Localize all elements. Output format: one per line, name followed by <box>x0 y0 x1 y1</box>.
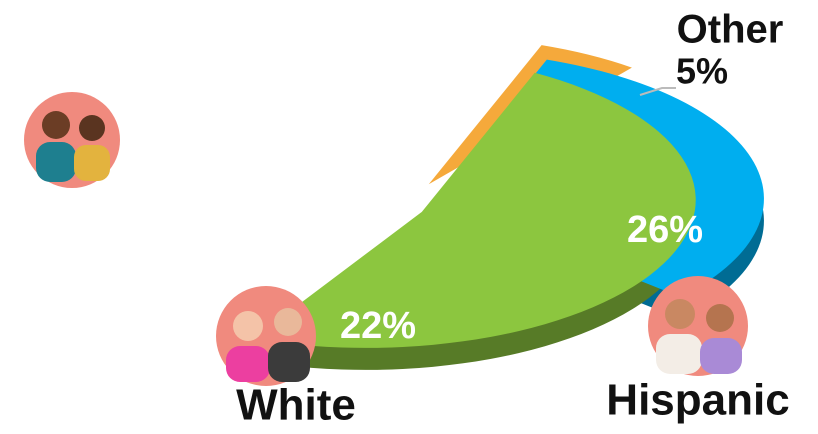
leader-line <box>639 87 676 96</box>
icon-black <box>24 92 120 188</box>
pie <box>252 45 764 370</box>
value-label: 26% <box>627 209 703 251</box>
value-label: 22% <box>340 305 416 347</box>
category-label: White <box>236 381 356 430</box>
icon-white <box>216 286 316 386</box>
category-label: Black <box>169 145 287 194</box>
category-label: Hispanic <box>606 376 789 425</box>
value-label: 5% <box>676 51 728 92</box>
category-label: Other <box>677 8 784 52</box>
icon-hispanic <box>648 276 748 376</box>
slice <box>252 72 696 348</box>
value-label: 47% <box>194 101 270 143</box>
